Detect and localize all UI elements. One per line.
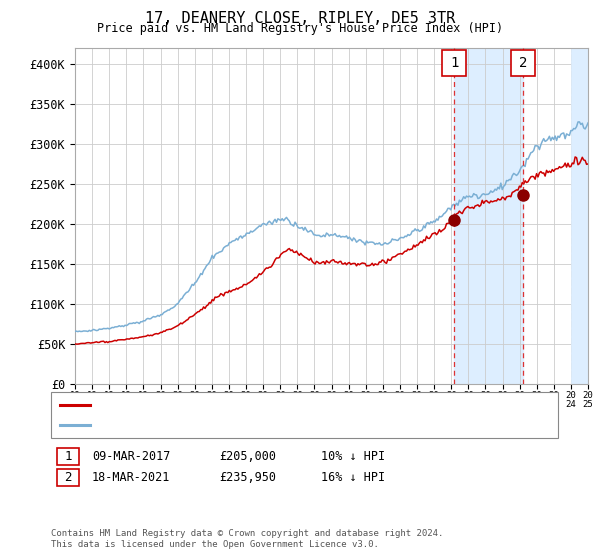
Text: £235,950: £235,950 <box>219 470 276 484</box>
Bar <box>454 48 523 384</box>
Text: 1: 1 <box>450 56 458 70</box>
Text: 17, DEANERY CLOSE, RIPLEY, DE5 3TR (detached house): 17, DEANERY CLOSE, RIPLEY, DE5 3TR (deta… <box>96 400 427 410</box>
Text: 16% ↓ HPI: 16% ↓ HPI <box>321 470 385 484</box>
Text: 17, DEANERY CLOSE, RIPLEY, DE5 3TR: 17, DEANERY CLOSE, RIPLEY, DE5 3TR <box>145 11 455 26</box>
Text: 09-MAR-2017: 09-MAR-2017 <box>92 450 170 463</box>
Text: £205,000: £205,000 <box>219 450 276 463</box>
Text: 18-MAR-2021: 18-MAR-2021 <box>92 470 170 484</box>
Text: 10% ↓ HPI: 10% ↓ HPI <box>321 450 385 463</box>
Bar <box>571 48 588 384</box>
Text: HPI: Average price, detached house, Amber Valley: HPI: Average price, detached house, Ambe… <box>96 420 408 430</box>
Text: 1: 1 <box>64 450 71 463</box>
Text: Contains HM Land Registry data © Crown copyright and database right 2024.
This d: Contains HM Land Registry data © Crown c… <box>51 529 443 549</box>
Text: 2: 2 <box>64 470 71 484</box>
Text: 2: 2 <box>519 56 527 70</box>
Text: Price paid vs. HM Land Registry's House Price Index (HPI): Price paid vs. HM Land Registry's House … <box>97 22 503 35</box>
